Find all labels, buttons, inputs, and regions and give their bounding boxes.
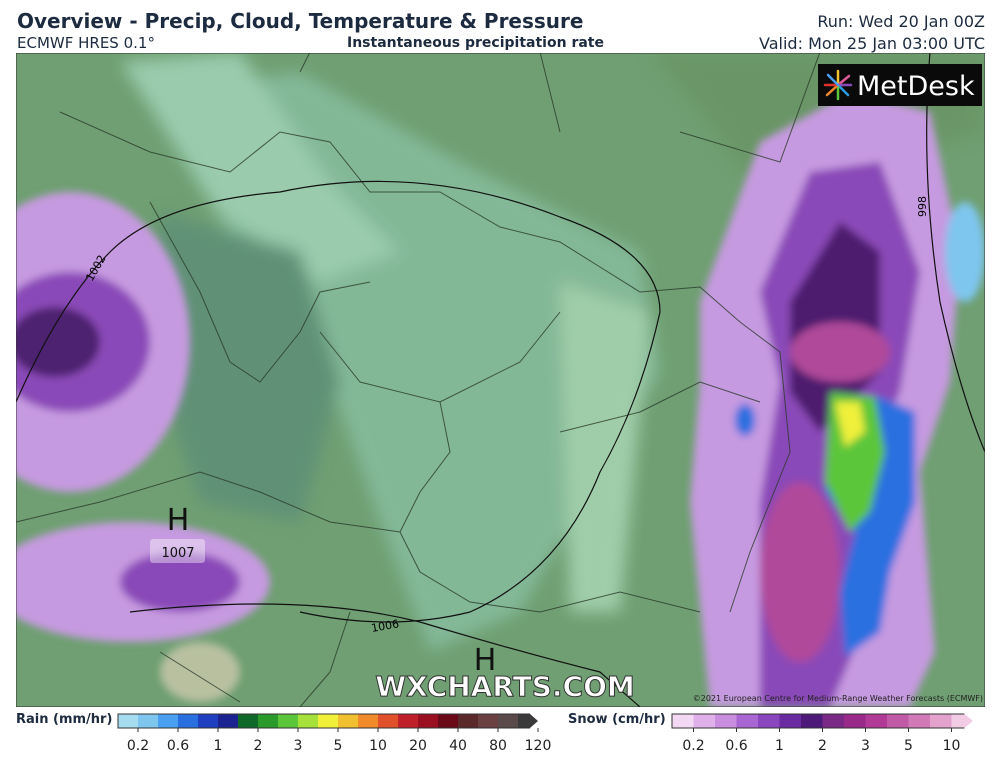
legend-tick-label: 10 <box>369 738 387 754</box>
pressure-value: 1007 <box>161 546 194 561</box>
legend-tick-label: 0.6 <box>167 738 189 754</box>
legend-swatch <box>758 714 780 728</box>
legend-tick-label: 80 <box>489 738 507 754</box>
legend-swatch <box>178 714 198 728</box>
legend-tick-label: 20 <box>409 738 427 754</box>
snow-legend-label: Snow (cm/hr) <box>568 712 666 727</box>
legend-swatch <box>822 714 844 728</box>
legend-tick-label: 1 <box>214 738 223 754</box>
legend-swatch <box>736 714 758 728</box>
legend: Rain (mm/hr) Snow (cm/hr) 0.2 0.6 1 2 3 5 10 20… <box>16 712 973 754</box>
legend-tick-label: 2 <box>254 738 263 754</box>
legend-outline <box>117 713 530 729</box>
legend-tick-label: 2 <box>818 738 827 754</box>
isobar-label: 1006 <box>370 617 400 635</box>
legend-swatch <box>438 714 458 728</box>
high-pressure: H <box>474 643 497 678</box>
legend-tick-label: 10 <box>943 738 961 754</box>
legend-swatch <box>518 714 538 728</box>
model: ECMWF HRES 0.1° <box>17 34 155 52</box>
subtitle: Instantaneous precipitation rate <box>347 35 604 51</box>
legend-swatch <box>930 714 952 728</box>
legend-swatch <box>498 714 518 728</box>
legend-swatch <box>258 714 278 728</box>
rain-legend-label: Rain (mm/hr) <box>16 712 112 727</box>
legend-swatch <box>887 714 909 728</box>
run: Run: Wed 20 Jan 00Z <box>817 12 985 31</box>
legend-swatch <box>298 714 318 728</box>
legend-swatch <box>198 714 218 728</box>
legend-tick-label: 0.6 <box>725 738 747 754</box>
legend-swatch <box>779 714 801 728</box>
legend-swatch <box>801 714 823 728</box>
legend-swatch <box>951 714 973 728</box>
legend-swatch <box>138 714 158 728</box>
legend-tick-label: 0.2 <box>682 738 704 754</box>
legend-swatch <box>478 714 498 728</box>
legend-swatch <box>338 714 358 728</box>
legend-tick-label: 3 <box>294 738 303 754</box>
legend-swatch <box>238 714 258 728</box>
legend-swatch <box>693 714 715 728</box>
legend-swatch <box>118 714 138 728</box>
legend-swatch <box>278 714 298 728</box>
high-pressure: H <box>167 503 190 538</box>
legend-tick-label: 120 <box>525 738 552 754</box>
legend-swatch <box>458 714 478 728</box>
logo: MetDesk <box>857 71 975 102</box>
legend-tick-label: 5 <box>904 738 913 754</box>
valid: Valid: Mon 25 Jan 03:00 UTC <box>759 34 985 53</box>
legend-outline <box>671 713 965 729</box>
legend-swatch <box>908 714 930 728</box>
legend-tick-label: 0.2 <box>127 738 149 754</box>
legend-tick-label: 40 <box>449 738 467 754</box>
legend-swatch <box>865 714 887 728</box>
isobar-label: 998 <box>916 196 929 217</box>
legend-swatch <box>378 714 398 728</box>
legend-tick-label: 5 <box>334 738 343 754</box>
legend-swatch <box>715 714 737 728</box>
legend-swatch <box>672 714 694 728</box>
legend-swatch <box>158 714 178 728</box>
legend-tick-label: 1 <box>775 738 784 754</box>
copyright: ©2021 European Centre for Medium-Range W… <box>693 694 983 703</box>
legend-swatch <box>218 714 238 728</box>
map: 1002 1006 998 H 1007 H WXCHARTS.COM ©202… <box>16 53 985 707</box>
legend-swatch <box>398 714 418 728</box>
watermark: WXCHARTS.COM <box>375 670 635 703</box>
title: Overview - Precip, Cloud, Temperature & … <box>17 9 584 33</box>
legend-swatch <box>358 714 378 728</box>
legend-swatch <box>318 714 338 728</box>
legend-tick-label: 3 <box>861 738 870 754</box>
legend-swatch <box>844 714 866 728</box>
legend-swatch <box>418 714 438 728</box>
